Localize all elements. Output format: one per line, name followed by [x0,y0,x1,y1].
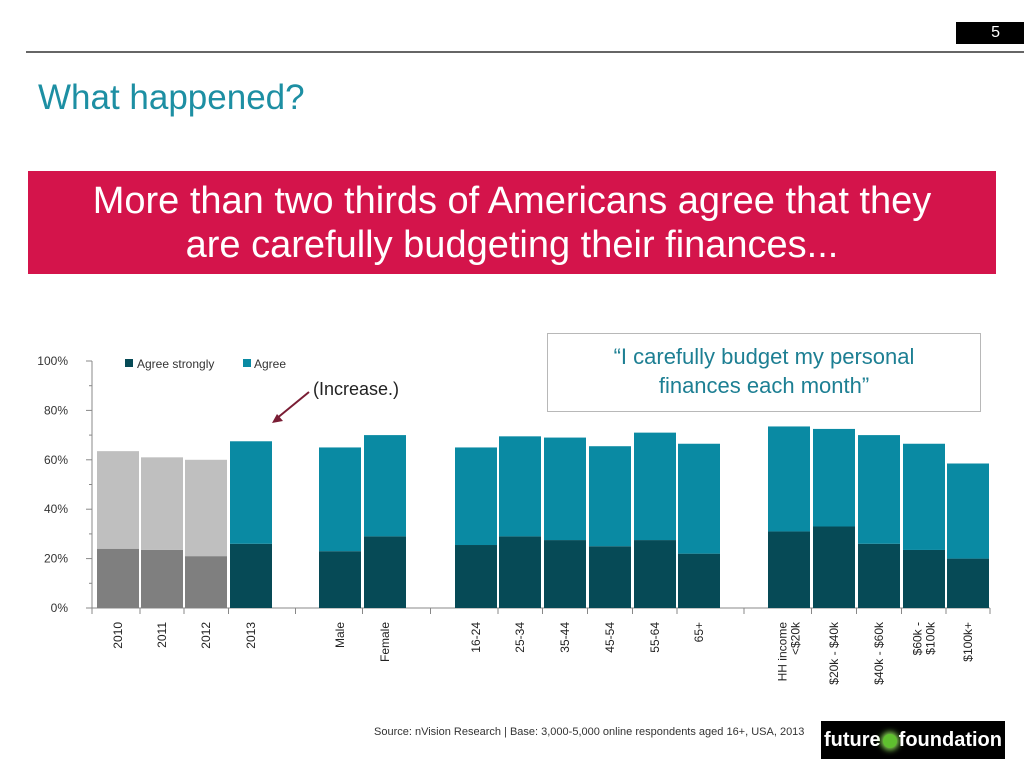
logo-glow-dot [882,733,897,748]
bar-agree [634,432,676,541]
x-tick-label: 25-34 [513,622,527,653]
x-tick-label: 55-64 [648,622,662,653]
x-tick-label: $40k - $60k [872,621,886,685]
bar-agree-strongly [141,549,183,608]
bar-agree [185,459,227,557]
legend-swatch-agree-strongly [125,359,133,367]
bar-agree-strongly [230,543,272,608]
x-tick-label: 16-24 [469,622,483,653]
logo-left-text: future [824,729,881,751]
legend-swatch-agree [243,359,251,367]
bar-agree-strongly [813,526,855,608]
quote-line-2: finances each month” [658,373,870,398]
bar-agree [97,451,139,549]
x-tick-label-group: 16-24 [469,622,483,653]
bar-agree-strongly [544,540,586,608]
x-tick-label: HH income [776,622,790,682]
legend-label-agree: Agree [254,357,286,371]
bar-agree [141,457,183,550]
headline-banner: More than two thirds of Americans agree … [28,171,996,274]
x-tick-label: 2011 [155,622,169,648]
bar-agree [544,437,586,541]
source-note: Source: nVision Research | Base: 3,000-5… [374,726,805,738]
y-tick-label: 40% [44,502,68,516]
x-tick-label: 2010 [111,622,125,649]
future-foundation-logo: future foundation [821,721,1005,759]
logo-right-text: foundation [898,729,1002,751]
x-tick-label-group: HH income <$20k [776,621,803,681]
x-tick-label-group: $20k - $40k [827,621,841,685]
x-tick-label: $100k [924,621,938,655]
x-tick-label: 35-44 [558,622,572,653]
x-tick-label-group: 2012 [199,622,213,649]
quote-line-1: “I carefully budget my personal [613,344,915,369]
x-tick-label: $20k - $40k [827,621,841,685]
bar-agree [589,446,631,547]
bar-agree-strongly [678,553,720,608]
bar-agree [499,436,541,537]
bar-agree-strongly [858,543,900,608]
x-tick-label-group: 2013 [244,622,258,649]
bar-agree [230,441,272,544]
x-tick-label: 2013 [244,622,258,649]
x-tick-label-group: Male [333,622,347,648]
page-number: 5 [991,24,1000,41]
x-tick-label: $60k - [911,622,925,655]
bar-agree-strongly [319,551,361,608]
x-tick-label-group: $60k - $100k [911,621,938,655]
legend-label-agree-strongly: Agree strongly [137,357,214,371]
bar-agree [947,463,989,559]
y-tick-label: 80% [44,403,68,417]
bar-agree-strongly [947,558,989,608]
x-tick-label: 65+ [692,622,706,642]
x-tick-label: <$20k [789,621,803,655]
x-tick-label-group: 65+ [692,622,706,642]
bar-agree [813,428,855,527]
bar-agree-strongly [589,546,631,608]
x-tick-label-group: 55-64 [648,622,662,653]
bar-agree [364,435,406,537]
bar-agree-strongly [97,548,139,608]
bar-agree-strongly [499,536,541,608]
annotation-increase: (Increase.) [313,379,399,399]
y-tick-label: 20% [44,552,68,566]
banner-line-1: More than two thirds of Americans agree … [92,180,932,222]
bar-agree-strongly [185,556,227,608]
bar-agree [678,443,720,554]
bar-agree-strongly [364,536,406,608]
x-tick-label-group: 45-54 [603,622,617,653]
slide-heading: What happened? [38,78,305,117]
bar-agree-strongly [634,540,676,608]
x-tick-label: 45-54 [603,622,617,653]
annotation-arrow-head [272,414,283,423]
bar-agree-strongly [903,549,945,608]
x-tick-label-group: $40k - $60k [872,621,886,685]
header-divider [26,51,1024,53]
x-tick-label: Female [378,622,392,662]
x-tick-label-group: Female [378,622,392,662]
banner-line-2: are carefully budgeting their finances..… [185,224,839,266]
bar-agree [768,426,810,532]
bar-agree [455,447,497,546]
x-tick-label-group: $100k+ [961,622,975,662]
y-tick-label: 60% [44,453,68,467]
bar-agree-strongly [455,545,497,608]
bar-agree [319,447,361,552]
page-number-badge: 5 [956,22,1024,44]
x-tick-label-group: 2011 [155,622,169,648]
annotation-arrow-line [275,391,310,420]
bar-agree [903,443,945,550]
x-tick-label: $100k+ [961,622,975,662]
y-tick-label: 0% [51,601,69,615]
x-tick-label: Male [333,622,347,648]
x-tick-label-group: 35-44 [558,622,572,653]
y-tick-label: 100% [37,354,68,368]
bar-agree [858,435,900,544]
x-tick-label-group: 25-34 [513,622,527,653]
x-tick-label-group: 2010 [111,622,125,649]
x-tick-label: 2012 [199,622,213,649]
bar-agree-strongly [768,531,810,608]
quote-box: “I carefully budget my personal finances… [547,333,981,412]
